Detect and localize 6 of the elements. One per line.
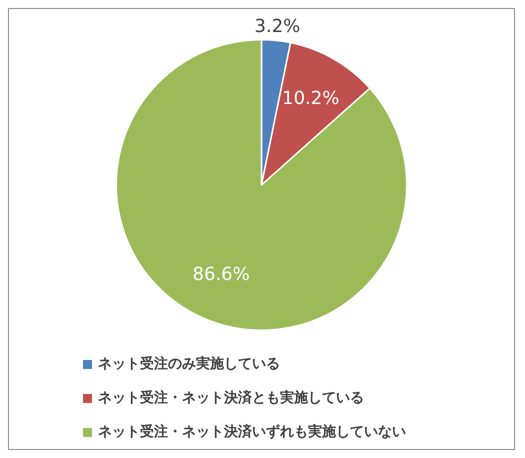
legend-label: ネット受注・ネット決済いずれも実施していない — [98, 423, 406, 441]
data-label: 10.2% — [282, 88, 340, 110]
data-label: 3.2% — [254, 16, 300, 38]
data-label: 86.6% — [192, 264, 250, 285]
legend-label: ネット受注のみ実施している — [98, 355, 280, 373]
legend-label: ネット受注・ネット決済とも実施している — [98, 389, 364, 407]
